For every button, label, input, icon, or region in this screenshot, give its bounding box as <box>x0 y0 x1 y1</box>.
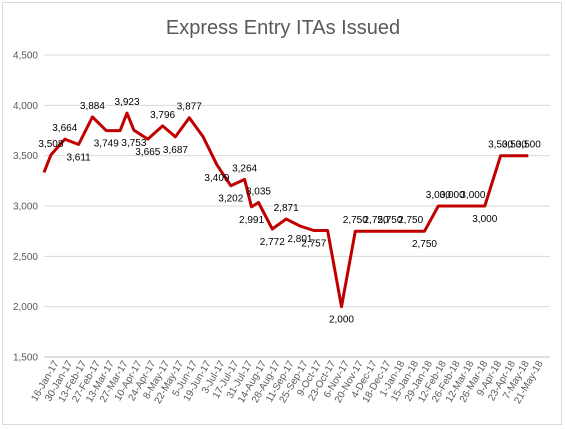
data-label: 3,000 <box>472 214 497 225</box>
y-axis: 1,500 2,000 2,500 3,000 3,500 4,000 4,500 <box>13 51 38 364</box>
data-label: 3,000 <box>426 190 451 201</box>
y-tick-label: 2,500 <box>13 252 38 263</box>
data-label: 2,750 <box>412 239 437 250</box>
data-label: 2,750 <box>377 215 402 226</box>
data-label: 3,664 <box>52 123 77 134</box>
data-label: 3,749 <box>94 139 119 150</box>
data-label: 3,035 <box>246 186 271 197</box>
data-label: 3,796 <box>150 110 175 121</box>
data-label: 2,772 <box>260 237 285 248</box>
y-tick-label: 2,000 <box>13 302 38 313</box>
data-label: 2,750 <box>398 215 423 226</box>
data-label: 2,750 <box>364 215 389 226</box>
data-label: 3,500 <box>488 140 513 151</box>
chart-frame <box>2 2 562 425</box>
y-tick-label: 4,500 <box>13 51 38 62</box>
data-label: 3,409 <box>204 173 229 184</box>
data-label: 2,871 <box>274 203 299 214</box>
data-label: 2,991 <box>239 215 264 226</box>
series-line <box>42 111 529 309</box>
data-label: 2,757 <box>301 238 326 249</box>
chart-title: Express Entry ITAs Issued <box>165 17 401 39</box>
data-label: 3,923 <box>115 97 140 108</box>
y-tick-label: 1,500 <box>13 353 38 364</box>
data-label: 3,000 <box>460 190 485 201</box>
data-label: 3,500 <box>516 140 541 151</box>
data-label: 3,877 <box>177 102 202 113</box>
y-tick-label: 3,500 <box>13 151 38 162</box>
data-label: 2,000 <box>329 315 354 326</box>
y-tick-label: 3,000 <box>13 202 38 213</box>
y-tick-label: 4,000 <box>13 101 38 112</box>
data-label: 2,750 <box>343 215 368 226</box>
data-label: 3,665 <box>135 147 160 158</box>
data-label: 3,202 <box>218 194 243 205</box>
data-label: 3,000 <box>440 190 465 201</box>
data-label: 3,508 <box>38 139 63 150</box>
data-label: 3,687 <box>163 145 188 156</box>
data-label: 3,611 <box>66 152 91 163</box>
data-label: 3,753 <box>121 138 146 149</box>
data-labels: 3,508 3,664 3,611 3,884 3,749 3,923 3,7533,665… <box>38 97 541 326</box>
x-axis: 16-Jan-1730-Jan-1713-Feb-1727-Feb-1713-M… <box>29 356 550 406</box>
data-label: 3,884 <box>80 101 105 112</box>
data-label: 2,801 <box>287 234 312 245</box>
data-label: 3,500 <box>502 140 527 151</box>
data-label: 3,264 <box>232 163 257 174</box>
